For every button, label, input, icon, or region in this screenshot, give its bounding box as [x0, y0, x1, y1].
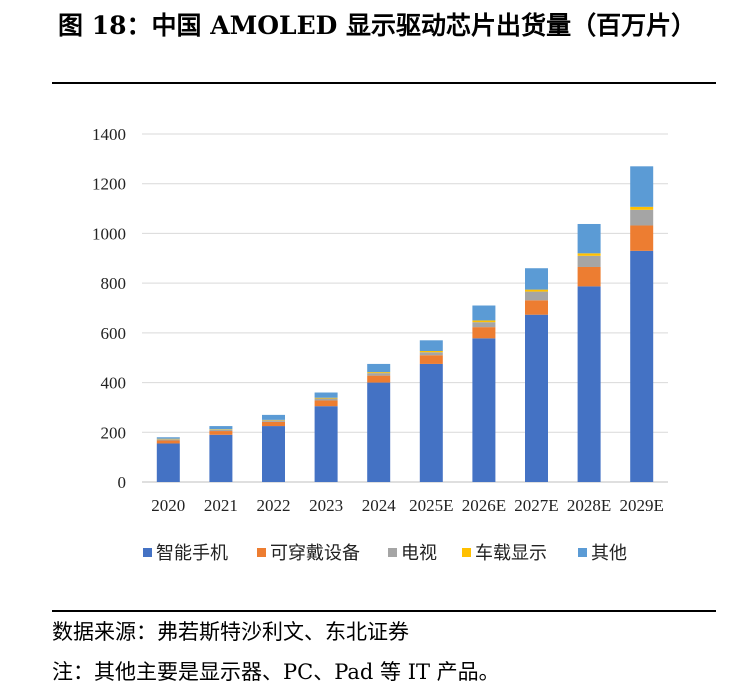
- bar-segment-1: [419, 363, 443, 482]
- legend-swatch: [578, 548, 587, 557]
- y-tick-label: 600: [101, 324, 127, 343]
- bar-segment-2: [156, 440, 180, 444]
- bar-segment-1: [262, 426, 285, 482]
- bar-segment-4: [367, 372, 391, 374]
- x-tick-label: 2023: [309, 496, 343, 515]
- bar-segment-4: [314, 397, 338, 399]
- bar-segment-2: [525, 300, 548, 315]
- bar-segment-4: [525, 289, 548, 292]
- legend-label: 车载显示: [475, 543, 547, 564]
- legend-swatch: [388, 548, 397, 557]
- bar-segment-2: [577, 266, 601, 287]
- bar-segment-5: [262, 414, 285, 420]
- bar-segment-5: [209, 426, 233, 430]
- bar-segment-1: [156, 443, 180, 482]
- bar-segment-4: [419, 351, 443, 353]
- legend: 智能手机 可穿戴设备 电视 车载显示 其他: [143, 543, 627, 564]
- bar-segment-1: [630, 250, 654, 482]
- y-tick-label: 800: [101, 274, 127, 293]
- x-tick-label: 2027E: [514, 496, 558, 515]
- x-tick-label: 2029E: [620, 496, 664, 515]
- bar-segment-3: [262, 420, 285, 422]
- bar-segment-3: [314, 398, 338, 401]
- x-tick-label: 2025E: [409, 496, 453, 515]
- y-tick-label: 1400: [92, 125, 126, 144]
- bar-segment-4: [472, 320, 496, 323]
- legend-swatch: [257, 548, 266, 557]
- bar-segment-3: [630, 209, 654, 226]
- bar-segment-2: [262, 421, 285, 427]
- bar-segment-3: [419, 352, 443, 356]
- legend-label: 智能手机: [156, 543, 228, 564]
- bar-segment-5: [314, 392, 338, 398]
- y-axis-ticks: 0 200 400 600 800 1000 1200 1400: [92, 125, 126, 492]
- y-tick-label: 1000: [92, 224, 126, 243]
- bar-segment-4: [577, 253, 601, 256]
- x-axis-ticks: 2020 2021 2022 2023 2024 2025E 2026E 2027E 2028E…: [151, 496, 664, 515]
- bar-segment-1: [367, 382, 391, 482]
- legend-label: 其他: [591, 543, 627, 564]
- legend-label: 可穿戴设备: [270, 543, 360, 564]
- bar-segment-5: [472, 305, 496, 321]
- bar-segment-5: [367, 363, 391, 373]
- y-tick-label: 200: [101, 423, 127, 442]
- bar-segment-2: [367, 375, 391, 383]
- bar-segment-1: [525, 314, 548, 482]
- source-note: 数据来源：弗若斯特沙利文、东北证券: [52, 620, 409, 644]
- title-divider: [52, 82, 716, 84]
- footnote: 注：其他主要是显示器、PC、Pad 等 IT 产品。: [52, 660, 500, 684]
- bar-segment-3: [367, 373, 391, 376]
- bar-segment-3: [472, 322, 496, 328]
- legend-swatch: [143, 548, 152, 557]
- bar-segment-2: [314, 400, 338, 407]
- x-tick-label: 2024: [362, 496, 397, 515]
- bar-segment-3: [209, 429, 233, 432]
- x-tick-label: 2021: [204, 496, 238, 515]
- bar-segment-1: [314, 406, 338, 482]
- bar-segment-3: [577, 255, 601, 267]
- bar-segment-1: [472, 338, 496, 482]
- bar-segment-4: [630, 206, 654, 210]
- x-tick-label: 2028E: [567, 496, 611, 515]
- x-tick-label: 2020: [151, 496, 185, 515]
- footer-divider: [52, 610, 716, 612]
- bar-segment-5: [156, 437, 180, 439]
- bar-segment-1: [209, 434, 233, 482]
- bar-segment-2: [630, 225, 654, 251]
- y-tick-label: 400: [101, 374, 127, 393]
- bar-segment-3: [525, 291, 548, 301]
- y-tick-label: 1200: [92, 175, 126, 194]
- x-tick-label: 2022: [257, 496, 291, 515]
- x-tick-label: 2026E: [462, 496, 506, 515]
- bar-segment-5: [630, 166, 654, 207]
- bar-segment-2: [209, 431, 233, 435]
- bar-segment-2: [472, 327, 496, 339]
- y-tick-label: 0: [118, 473, 127, 492]
- bar-segment-2: [419, 355, 443, 364]
- bar-segment-5: [577, 223, 601, 254]
- legend-label: 电视: [401, 543, 437, 564]
- bar-segment-5: [525, 268, 548, 290]
- bar-segment-1: [577, 286, 601, 482]
- figure-title: 图 18：中国 AMOLED 显示驱动芯片出货量（百万片）: [58, 11, 697, 40]
- bar-segment-5: [419, 340, 443, 352]
- bar-segment-3: [156, 439, 180, 441]
- bars: [156, 166, 654, 482]
- legend-swatch: [462, 548, 471, 557]
